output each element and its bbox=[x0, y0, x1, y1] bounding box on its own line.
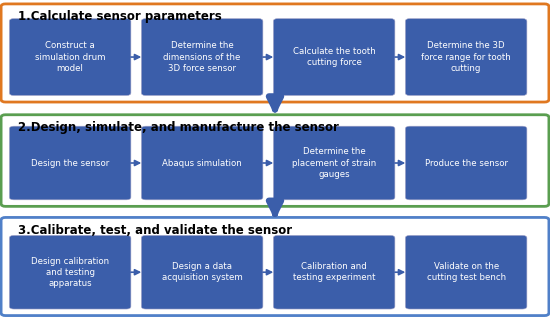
FancyBboxPatch shape bbox=[273, 19, 395, 96]
FancyBboxPatch shape bbox=[1, 217, 549, 316]
Text: Calibration and
testing experiment: Calibration and testing experiment bbox=[293, 262, 375, 282]
Text: 1.Calculate sensor parameters: 1.Calculate sensor parameters bbox=[18, 10, 221, 23]
Text: Calculate the tooth
cutting force: Calculate the tooth cutting force bbox=[293, 47, 376, 67]
Text: Determine the
dimensions of the
3D force sensor: Determine the dimensions of the 3D force… bbox=[163, 41, 241, 73]
FancyBboxPatch shape bbox=[405, 19, 527, 96]
Text: Determine the
placement of strain
gauges: Determine the placement of strain gauges bbox=[292, 147, 376, 179]
FancyBboxPatch shape bbox=[273, 126, 395, 200]
FancyBboxPatch shape bbox=[9, 235, 131, 309]
Text: Design a data
acquisition system: Design a data acquisition system bbox=[162, 262, 243, 282]
FancyBboxPatch shape bbox=[1, 4, 549, 102]
Text: Construct a
simulation drum
model: Construct a simulation drum model bbox=[35, 41, 106, 73]
Text: Design calibration
and testing
apparatus: Design calibration and testing apparatus bbox=[31, 257, 109, 288]
FancyBboxPatch shape bbox=[141, 235, 263, 309]
FancyBboxPatch shape bbox=[141, 19, 263, 96]
Text: 2.Design, simulate, and manufacture the sensor: 2.Design, simulate, and manufacture the … bbox=[18, 121, 338, 134]
FancyBboxPatch shape bbox=[9, 19, 131, 96]
Text: Validate on the
cutting test bench: Validate on the cutting test bench bbox=[427, 262, 505, 282]
FancyBboxPatch shape bbox=[273, 235, 395, 309]
FancyBboxPatch shape bbox=[141, 126, 263, 200]
Text: Design the sensor: Design the sensor bbox=[31, 158, 109, 168]
FancyBboxPatch shape bbox=[9, 126, 131, 200]
Text: Abaqus simulation: Abaqus simulation bbox=[162, 158, 242, 168]
Text: Determine the 3D
force range for tooth
cutting: Determine the 3D force range for tooth c… bbox=[421, 41, 511, 73]
FancyBboxPatch shape bbox=[405, 126, 527, 200]
FancyBboxPatch shape bbox=[1, 115, 549, 206]
Text: 3.Calibrate, test, and validate the sensor: 3.Calibrate, test, and validate the sens… bbox=[18, 224, 292, 237]
FancyBboxPatch shape bbox=[405, 235, 527, 309]
Text: Produce the sensor: Produce the sensor bbox=[425, 158, 508, 168]
